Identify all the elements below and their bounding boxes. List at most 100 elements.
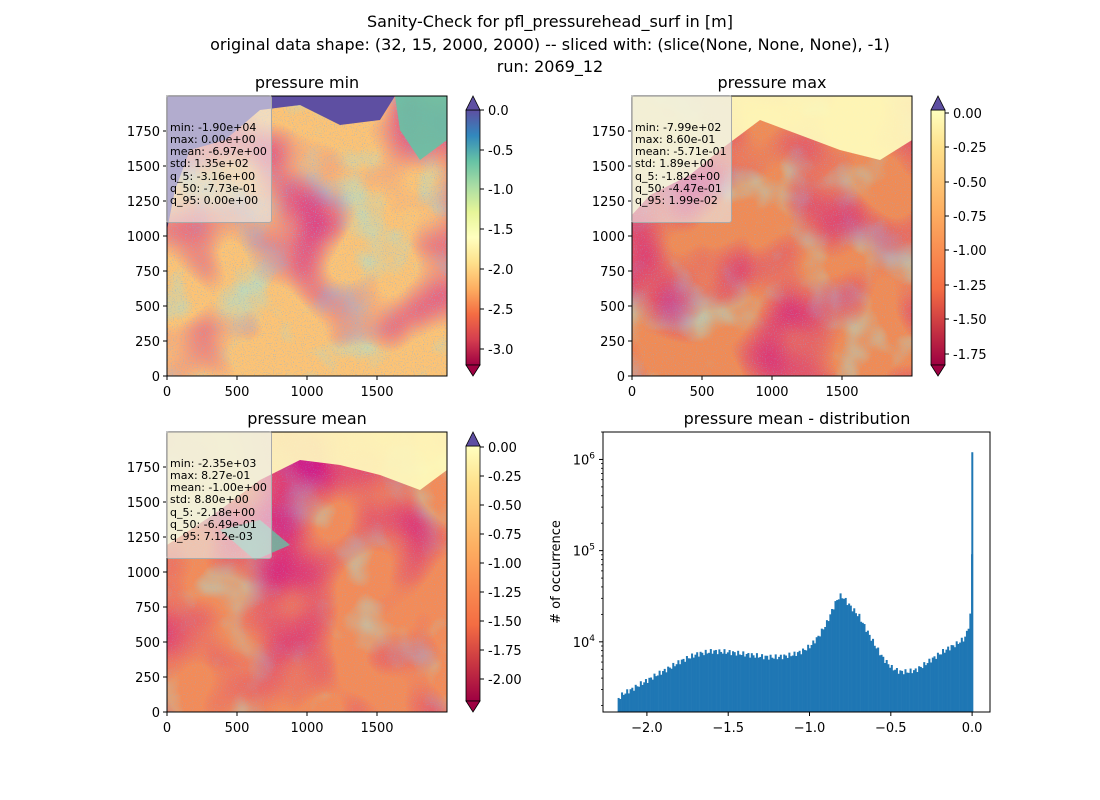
- histogram-bar: [918, 666, 921, 712]
- histogram-bar: [774, 654, 777, 712]
- panel-title: pressure min: [255, 73, 359, 92]
- histogram-bar: [943, 652, 946, 712]
- histogram-bar: [738, 654, 741, 712]
- histogram-bar: [796, 652, 799, 712]
- colorbar-extend-max-arrow: [930, 95, 946, 111]
- colorbar-tick-label: -0.50: [953, 176, 987, 191]
- histogram-bar: [948, 650, 951, 712]
- colorbar-extend-min-arrow: [930, 364, 946, 377]
- histogram-bar: [889, 667, 892, 712]
- histogram-bar: [885, 659, 888, 712]
- y-tick-label: 105: [573, 543, 595, 560]
- histogram-bar: [670, 668, 673, 712]
- histogram-bar: [827, 621, 830, 712]
- histogram-bar: [685, 656, 688, 712]
- histogram-bar: [802, 648, 805, 712]
- colorbar-tick-label: -0.75: [488, 528, 522, 543]
- histogram-bar: [854, 613, 857, 712]
- histogram-bar: [786, 657, 789, 712]
- histogram-bar: [706, 653, 709, 712]
- y-axis: 0 250 500 750 1000 1250 1500 1750: [127, 125, 167, 385]
- histogram-bar: [957, 643, 960, 712]
- x-tick-label: 500: [690, 385, 715, 400]
- histogram-bar: [890, 664, 893, 712]
- histogram-bar: [773, 658, 776, 712]
- colorbar-extend-min-arrow: [465, 364, 481, 377]
- histogram-bar: [644, 679, 647, 712]
- histogram-bar: [947, 646, 950, 712]
- x-tick-label: −1.0: [794, 721, 826, 736]
- histogram-bar: [967, 628, 970, 712]
- histogram-bar: [820, 628, 823, 712]
- histogram-bar: [651, 679, 654, 712]
- histogram-bar: [800, 654, 803, 712]
- histogram-bar: [919, 666, 922, 712]
- histogram-bar: [834, 601, 837, 712]
- histogram-bar: [728, 650, 731, 712]
- y-tick-label: 106: [573, 451, 596, 468]
- histogram-bar: [940, 654, 943, 712]
- stats-box-min: min: -1.90e+04 max: 0.00e+00 mean: -6.97e+…: [166, 95, 272, 223]
- histogram-bar: [687, 658, 690, 712]
- histogram-bar: [887, 664, 890, 712]
- stat-line: mean: -1.00e+00: [170, 481, 267, 495]
- histogram-bar: [861, 622, 864, 712]
- histogram-bar: [660, 674, 663, 712]
- histogram-bar: [942, 649, 945, 712]
- histogram-bar: [877, 647, 880, 712]
- x-tick-label: −2.0: [631, 721, 663, 736]
- y-tick-label: 0: [152, 706, 160, 721]
- histogram-bar: [621, 692, 624, 712]
- histogram-bar: [721, 653, 724, 712]
- histogram-bar: [723, 649, 726, 712]
- histogram-bar: [913, 670, 916, 712]
- y-axis: 0 250 500 750 1000 1250 1500 1750: [127, 461, 167, 721]
- colorbar-tick-label: -0.25: [953, 141, 987, 156]
- histogram-bar: [902, 674, 905, 712]
- histogram-bar: [810, 645, 813, 712]
- histogram-bar: [952, 645, 955, 712]
- histogram-bar: [883, 662, 886, 712]
- y-tick-label: 1750: [592, 125, 625, 140]
- histogram-bar: [767, 659, 770, 712]
- histogram-bar: [812, 640, 815, 712]
- histogram-bar: [617, 697, 620, 712]
- figure-title-line-1: Sanity-Check for pfl_pressurehead_surf i…: [367, 12, 733, 31]
- histogram-bar: [692, 657, 695, 712]
- histogram-bar: [878, 655, 881, 712]
- y-tick-label: 250: [135, 671, 160, 686]
- histogram-bar: [656, 675, 659, 712]
- histogram-bar: [735, 655, 738, 712]
- stat-line: max: 0.00e+00: [170, 132, 256, 146]
- histogram-bar: [694, 654, 697, 712]
- histogram-bar: [916, 672, 919, 712]
- histogram-bar: [709, 649, 712, 712]
- y-tick-label: 750: [600, 265, 625, 280]
- colorbar-extend-min-arrow: [465, 700, 481, 713]
- colorbar: 0.0 -0.5 -1.0 -1.5 -2.0 -2.5 -3.0: [465, 95, 513, 377]
- histogram-bar: [870, 640, 873, 712]
- colorbar-tick-label: -1.0: [488, 183, 513, 198]
- histogram-bar: [663, 668, 666, 712]
- stat-line: q_5: -2.18e+00: [170, 505, 256, 519]
- stat-line: mean: -6.97e+00: [170, 145, 267, 159]
- histogram-bar: [629, 689, 632, 712]
- colorbar-tick-label: -0.25: [488, 470, 522, 485]
- histogram-bar: [668, 667, 671, 712]
- stat-line: q_50: -7.73e-01: [170, 182, 257, 196]
- histogram-bar: [638, 686, 641, 712]
- histogram-bar: [720, 651, 723, 712]
- histogram-bar: [795, 656, 798, 712]
- histogram-bar: [667, 666, 670, 712]
- histogram-bar: [650, 677, 653, 712]
- colorbar-tick-label: -0.5: [488, 144, 513, 159]
- stat-line: min: -7.99e+02: [635, 120, 722, 134]
- histogram-bar: [938, 654, 941, 712]
- y-tick-label: 1750: [127, 125, 160, 140]
- histogram-bar: [665, 672, 668, 712]
- y-axis: 104 105 106: [573, 431, 603, 706]
- x-tick-label: 0: [628, 385, 636, 400]
- y-tick-label: 250: [135, 335, 160, 350]
- histogram-bar: [639, 681, 642, 712]
- histogram-bar: [790, 656, 793, 712]
